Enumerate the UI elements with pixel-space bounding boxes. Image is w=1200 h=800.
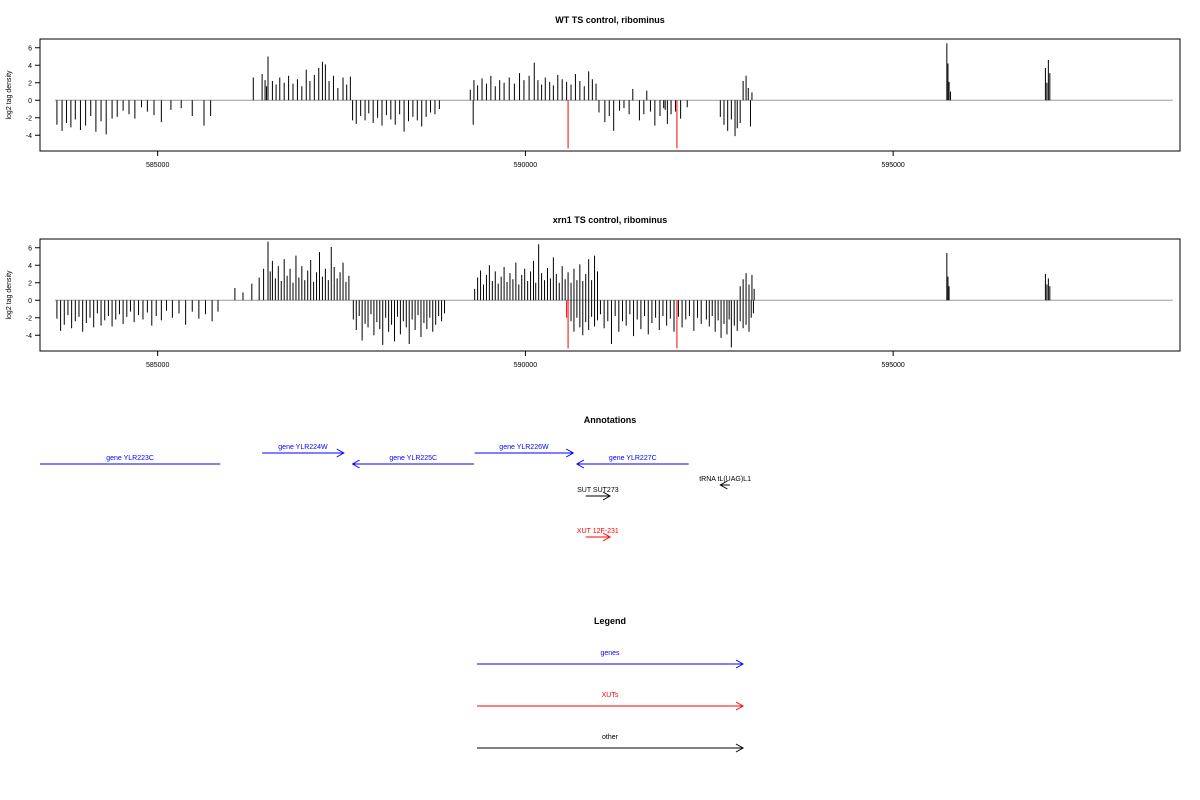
legend-items: genes XUTs other xyxy=(477,650,745,753)
y-tick-label: 2 xyxy=(28,80,32,87)
legend: Legend genes XUTs other xyxy=(477,616,745,753)
annotations-title: Annotations xyxy=(584,415,637,425)
x-tick-label: 590000 xyxy=(514,162,537,169)
y-tick-label: -2 xyxy=(26,115,32,122)
feature-arrowhead xyxy=(602,491,612,501)
legend-title: Legend xyxy=(594,616,626,626)
legend-label: genes xyxy=(600,650,620,657)
feature-label: XUT 12F-231 xyxy=(577,528,619,535)
annotation-feature: SUT SUT273 xyxy=(577,487,619,501)
plot-frame xyxy=(39,38,1181,152)
legend-arrowhead xyxy=(735,701,745,711)
density-panel-wt: WT TS control, ribominus log2 tag densit… xyxy=(6,15,1181,169)
annotation-feature: gene YLR225C xyxy=(351,455,474,469)
y-tick-label: 0 xyxy=(28,98,32,105)
y-tick-label: -2 xyxy=(26,315,32,322)
feature-label: gene YLR224W xyxy=(278,444,328,451)
plot-frame xyxy=(39,238,1181,352)
annotation-feature: tRNA tL(UAG)L1 xyxy=(699,476,751,490)
annotation-feature: gene YLR223C xyxy=(40,455,221,465)
data-layer xyxy=(54,241,1173,349)
annotation-features: gene YLR223C gene YLR224W gene YLR225C gene… xyxy=(40,444,751,542)
legend-arrowhead xyxy=(735,659,745,669)
y-axis: -4 -2 0 2 4 6 xyxy=(26,245,40,340)
x-tick-label: 585000 xyxy=(146,362,169,369)
legend-label: XUTs xyxy=(602,692,619,699)
feature-arrowhead xyxy=(575,459,585,469)
density-panel-xrn1: xrn1 TS control, ribominus log2 tag dens… xyxy=(6,215,1181,369)
x-axis: 585000 590000 595000 xyxy=(146,351,905,369)
feature-arrowhead xyxy=(565,448,575,458)
feature-arrowhead xyxy=(351,459,360,469)
legend-label: other xyxy=(602,734,619,741)
y-axis-label: log2 tag density xyxy=(6,70,13,120)
feature-label: SUT SUT273 xyxy=(577,487,619,494)
panel-title: WT TS control, ribominus xyxy=(555,15,665,25)
y-axis: -4 -2 0 2 4 6 xyxy=(26,45,40,140)
annotation-feature: gene YLR227C xyxy=(575,455,689,469)
y-tick-label: 4 xyxy=(28,263,32,270)
annotation-feature: gene YLR224W xyxy=(262,444,345,458)
annotation-feature: XUT 12F-231 xyxy=(577,528,619,542)
y-axis-label: log2 tag density xyxy=(6,270,13,320)
y-tick-label: 4 xyxy=(28,63,32,70)
y-tick-label: 6 xyxy=(28,45,32,52)
y-tick-label: 6 xyxy=(28,245,32,252)
legend-item: genes xyxy=(477,650,745,669)
legend-item: other xyxy=(477,734,745,753)
feature-label: gene YLR223C xyxy=(106,455,154,462)
y-tick-label: -4 xyxy=(26,133,32,140)
feature-label: gene YLR226W xyxy=(499,444,549,451)
feature-label: gene YLR225C xyxy=(389,455,437,462)
y-tick-label: 2 xyxy=(28,280,32,287)
y-tick-label: -4 xyxy=(26,333,32,340)
feature-arrowhead xyxy=(336,448,345,458)
legend-item: XUTs xyxy=(477,692,745,711)
y-tick-label: 0 xyxy=(28,298,32,305)
feature-arrowhead xyxy=(719,480,728,490)
data-layer xyxy=(54,43,1173,149)
feature-label: gene YLR227C xyxy=(609,455,657,462)
annotation-feature: gene YLR226W xyxy=(474,444,575,458)
x-tick-label: 590000 xyxy=(514,362,537,369)
x-tick-label: 595000 xyxy=(881,362,904,369)
feature-label: tRNA tL(UAG)L1 xyxy=(699,476,751,483)
legend-arrowhead xyxy=(735,743,745,753)
x-tick-label: 595000 xyxy=(881,162,904,169)
x-tick-label: 585000 xyxy=(146,162,169,169)
feature-arrowhead xyxy=(602,532,612,542)
x-axis: 585000 590000 595000 xyxy=(146,151,905,169)
panel-title: xrn1 TS control, ribominus xyxy=(553,215,668,225)
